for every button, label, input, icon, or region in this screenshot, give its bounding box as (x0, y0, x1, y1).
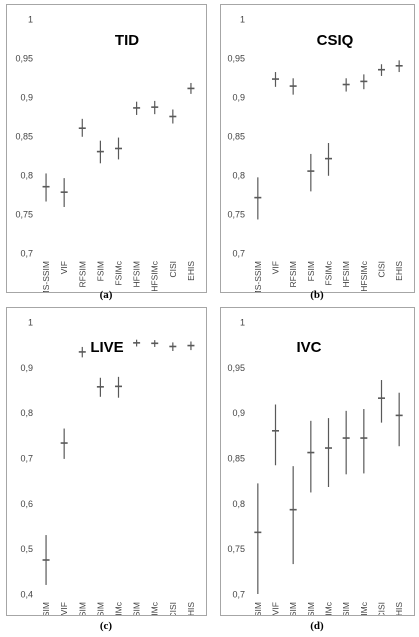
y-tick-label: 0,9 (20, 93, 33, 103)
chart-title: TID (115, 32, 139, 49)
x-tick-label: MS-SSIM (41, 261, 51, 292)
y-tick-label: 0,9 (20, 363, 33, 373)
x-tick-label: HFSIMc (359, 260, 369, 291)
x-tick-label: RFSIM (288, 261, 298, 287)
chart-ivc: IVC 0,7 0,75 0,8 0,85 0,9 0,95 1 MS-SSIM VIF RFSIM… (227, 318, 404, 637)
x-tick-label: EHIS (394, 261, 404, 281)
chart-caption-tid: (a) (99, 289, 113, 301)
x-tick-label: FSIM (95, 261, 105, 281)
x-tick-label: HFSIMc (150, 260, 160, 291)
x-tick-label: MS-SSIM (253, 261, 263, 292)
x-tick-label: MS-SSIM (41, 602, 51, 615)
y-tick-label: 0,95 (15, 54, 33, 64)
chart-csiq: CSIQ 0,7 0,75 0,8 0,85 0,9 0,95 1 MS-SSIM VIF RFSI… (227, 15, 404, 298)
chart-frame-csiq: CSIQ 0,7 0,75 0,8 0,85 0,9 0,95 1 MS-SSIM VIF RFSI… (220, 4, 415, 298)
chart-frame-live: LIVE 0,4 0,5 0,6 0,7 0,8 0,9 1 MS-SSIM VIF RFSIM FS… (6, 307, 207, 637)
chart-frame-ivc: IVC 0,7 0,75 0,8 0,85 0,9 0,95 1 MS-SSIM VIF RFSIM… (220, 307, 415, 637)
chart-title: IVC (296, 339, 321, 356)
x-tick-label: VIF (271, 602, 281, 615)
x-tick-label: VIF (59, 602, 69, 615)
x-tick-label: MS-SSIM (253, 602, 263, 615)
y-tick-label: 0,7 (20, 249, 33, 259)
chart-title: CSIQ (317, 32, 354, 49)
x-tick-label: FSIM (95, 602, 105, 615)
x-tick-label: FSIMc (114, 601, 124, 615)
x-tick-label: HFSIM (341, 602, 351, 615)
x-tick-label: RFSIM (77, 261, 87, 287)
y-tick-label: 0,6 (20, 499, 33, 509)
x-tick-label: CISI (377, 602, 387, 615)
x-tick-label: HFSIMc (150, 601, 160, 615)
y-tick-label: 1 (240, 15, 245, 25)
x-tick-label: FSIMc (324, 601, 334, 615)
x-tick-label: FSIM (306, 602, 316, 615)
chart-frame-tid: TID 0,7 0,75 0,8 0,85 0,9 0,95 1 MS-SSIM VIF RFSIM… (6, 4, 207, 298)
x-tick-label: CISI (377, 261, 387, 278)
y-tick-label: 0,7 (20, 454, 33, 464)
x-tick-label: EHIS (394, 602, 404, 615)
y-tick-label: 0,4 (20, 590, 33, 600)
y-tick-label: 0,8 (20, 171, 33, 181)
y-tick-label: 0,95 (227, 363, 245, 373)
y-tick-label: 1 (28, 15, 33, 25)
x-tick-label: HFSIM (341, 261, 351, 287)
chart-caption-live: (c) (99, 620, 113, 632)
y-tick-label: 0,75 (15, 210, 33, 220)
x-tick-label: CISI (168, 261, 178, 278)
x-tick-label: HFSIM (132, 261, 142, 287)
y-tick-label: 0,9 (232, 93, 245, 103)
chart-caption-csiq: (b) (310, 289, 324, 301)
y-tick-label: 0,85 (227, 454, 245, 464)
y-tick-label: 0,7 (232, 590, 245, 600)
y-tick-label: 0,7 (232, 249, 245, 259)
chart-title: LIVE (90, 339, 123, 356)
chart-caption-ivc: (d) (310, 620, 324, 632)
x-tick-label: FSIM (306, 261, 316, 281)
x-tick-label: RFSIM (77, 602, 87, 615)
y-tick-label: 1 (28, 318, 33, 328)
y-tick-label: 0,95 (227, 54, 245, 64)
y-tick-label: 1 (240, 318, 245, 328)
y-tick-label: 0,85 (15, 132, 33, 142)
y-tick-label: 0,75 (227, 544, 245, 554)
y-tick-label: 0,8 (232, 499, 245, 509)
x-tick-label: CISI (168, 602, 178, 615)
y-tick-label: 0,9 (232, 408, 245, 418)
x-tick-label: EHIS (186, 602, 196, 615)
x-tick-label: HFSIMc (359, 601, 369, 615)
chart-live: LIVE 0,4 0,5 0,6 0,7 0,8 0,9 1 MS-SSIM VIF RFSIM FS… (20, 318, 196, 637)
x-tick-label: HFSIM (132, 602, 142, 615)
chart-tid: TID 0,7 0,75 0,8 0,85 0,9 0,95 1 MS-SSIM VIF RFSIM… (15, 15, 196, 298)
x-tick-label: FSIMc (114, 260, 124, 285)
y-tick-label: 0,5 (20, 544, 33, 554)
x-tick-label: EHIS (186, 261, 196, 281)
x-tick-label: RFSIM (288, 602, 298, 615)
y-tick-label: 0,75 (227, 210, 245, 220)
x-tick-label: VIF (271, 261, 281, 274)
y-tick-label: 0,8 (20, 408, 33, 418)
y-tick-label: 0,85 (227, 132, 245, 142)
x-tick-label: FSIMc (324, 260, 334, 285)
y-tick-label: 0,8 (232, 171, 245, 181)
x-tick-label: VIF (59, 261, 69, 274)
